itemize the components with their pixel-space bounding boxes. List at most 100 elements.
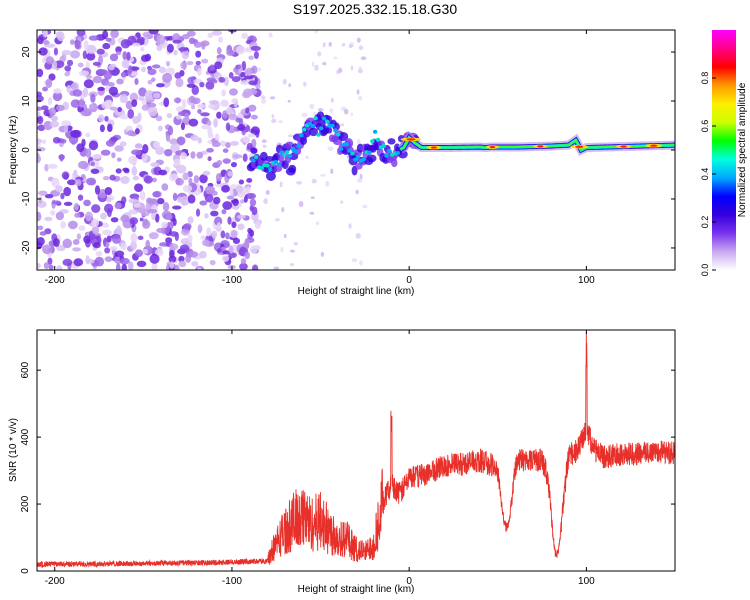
noise-blob xyxy=(127,108,135,119)
noise-blob xyxy=(121,59,130,69)
noise-blob xyxy=(128,155,138,165)
noise-blob xyxy=(245,107,250,114)
noise-blob xyxy=(222,110,228,119)
ridge-core-blob xyxy=(367,150,372,155)
noise-blob xyxy=(92,75,103,84)
noise-blob xyxy=(51,200,61,205)
ridge-hotspot-peak xyxy=(650,144,658,147)
noise-blob xyxy=(73,258,84,267)
ridge-hotspot-peak xyxy=(489,145,496,149)
noise-blob xyxy=(247,104,257,112)
noise-blob xyxy=(351,258,358,263)
noise-blob xyxy=(187,76,196,85)
noise-blob xyxy=(237,123,246,132)
noise-blob xyxy=(187,194,196,204)
noise-blob xyxy=(149,253,160,264)
ridge-core-blob xyxy=(251,158,256,163)
noise-blob xyxy=(236,45,246,55)
noise-blob xyxy=(50,209,56,216)
noise-blob xyxy=(120,39,131,49)
noise-blob xyxy=(356,138,361,145)
noise-blob xyxy=(129,92,139,102)
noise-blob xyxy=(76,30,86,37)
noise-blob xyxy=(37,211,42,222)
colorbar-label: Normalized spectral amplitude xyxy=(737,82,748,217)
ridge-core-blob xyxy=(313,116,318,121)
noise-blob xyxy=(104,186,113,196)
noise-blob xyxy=(60,192,65,200)
noise-blob xyxy=(43,40,50,45)
noise-blob xyxy=(175,115,182,120)
y-tick-label: 20 xyxy=(21,46,32,58)
noise-blob xyxy=(37,124,46,132)
noise-blob xyxy=(240,71,246,78)
noise-blob xyxy=(158,169,168,176)
noise-blob xyxy=(55,211,65,221)
noise-blob xyxy=(237,214,246,219)
noise-blob xyxy=(56,244,66,252)
noise-blob xyxy=(358,45,364,51)
noise-blob xyxy=(188,251,199,258)
noise-blob xyxy=(358,96,363,101)
noise-blob xyxy=(48,73,56,81)
noise-blob xyxy=(150,77,156,82)
noise-blob xyxy=(39,231,47,236)
noise-blob xyxy=(229,140,240,146)
noise-blob xyxy=(355,189,359,195)
noise-blob xyxy=(74,178,82,187)
x-tick-label: 0 xyxy=(406,576,412,587)
ridge-core-blob xyxy=(350,151,355,156)
noise-blob xyxy=(56,31,65,42)
noise-blob xyxy=(169,243,179,251)
noise-blob xyxy=(60,220,66,229)
noise-blob xyxy=(229,187,234,198)
noise-blob xyxy=(204,193,214,203)
noise-blob xyxy=(242,136,250,143)
noise-blob xyxy=(172,39,182,44)
noise-blob xyxy=(92,61,101,66)
noise-blob xyxy=(66,179,77,186)
noise-blob xyxy=(156,227,166,233)
noise-blob xyxy=(265,190,270,195)
noise-blob xyxy=(360,56,367,61)
noise-blob xyxy=(116,157,122,162)
noise-blob xyxy=(303,81,307,87)
noise-blob xyxy=(77,194,84,201)
snr-y-label: SNR (10 * v/v) xyxy=(8,418,19,482)
noise-blob xyxy=(122,51,128,60)
ridge-halo xyxy=(273,164,283,173)
noise-blob xyxy=(162,202,170,212)
noise-blob xyxy=(250,114,258,120)
noise-blob xyxy=(222,158,231,164)
x-tick-label: 100 xyxy=(578,275,595,286)
noise-blob xyxy=(152,191,161,198)
ridge-core-blob xyxy=(290,146,296,151)
noise-blob xyxy=(119,141,127,147)
noise-blob xyxy=(171,205,182,210)
noise-blob xyxy=(298,201,304,208)
noise-blob xyxy=(186,83,196,88)
noise-blob xyxy=(141,152,148,162)
noise-blob xyxy=(152,177,157,183)
spectrogram-heatmap xyxy=(37,30,675,270)
noise-blob xyxy=(44,216,53,222)
noise-blob xyxy=(140,54,150,62)
x-tick-label: -200 xyxy=(45,576,65,587)
noise-blob xyxy=(137,235,144,241)
noise-blob xyxy=(63,201,73,207)
ridge-hotspot-peak xyxy=(575,145,584,148)
ridge-core-blob xyxy=(384,153,389,158)
noise-blob xyxy=(72,89,82,97)
noise-blob xyxy=(227,216,232,225)
noise-blob xyxy=(201,239,210,247)
noise-blob xyxy=(96,48,105,55)
noise-blob xyxy=(147,102,157,108)
noise-blob xyxy=(293,241,298,246)
noise-blob xyxy=(90,161,95,167)
y-tick-label: 0 xyxy=(20,568,31,574)
noise-blob xyxy=(179,244,190,253)
noise-blob xyxy=(220,101,230,108)
noise-blob xyxy=(206,120,212,127)
noise-blob xyxy=(155,83,165,88)
ridge-core-blob xyxy=(370,139,375,144)
